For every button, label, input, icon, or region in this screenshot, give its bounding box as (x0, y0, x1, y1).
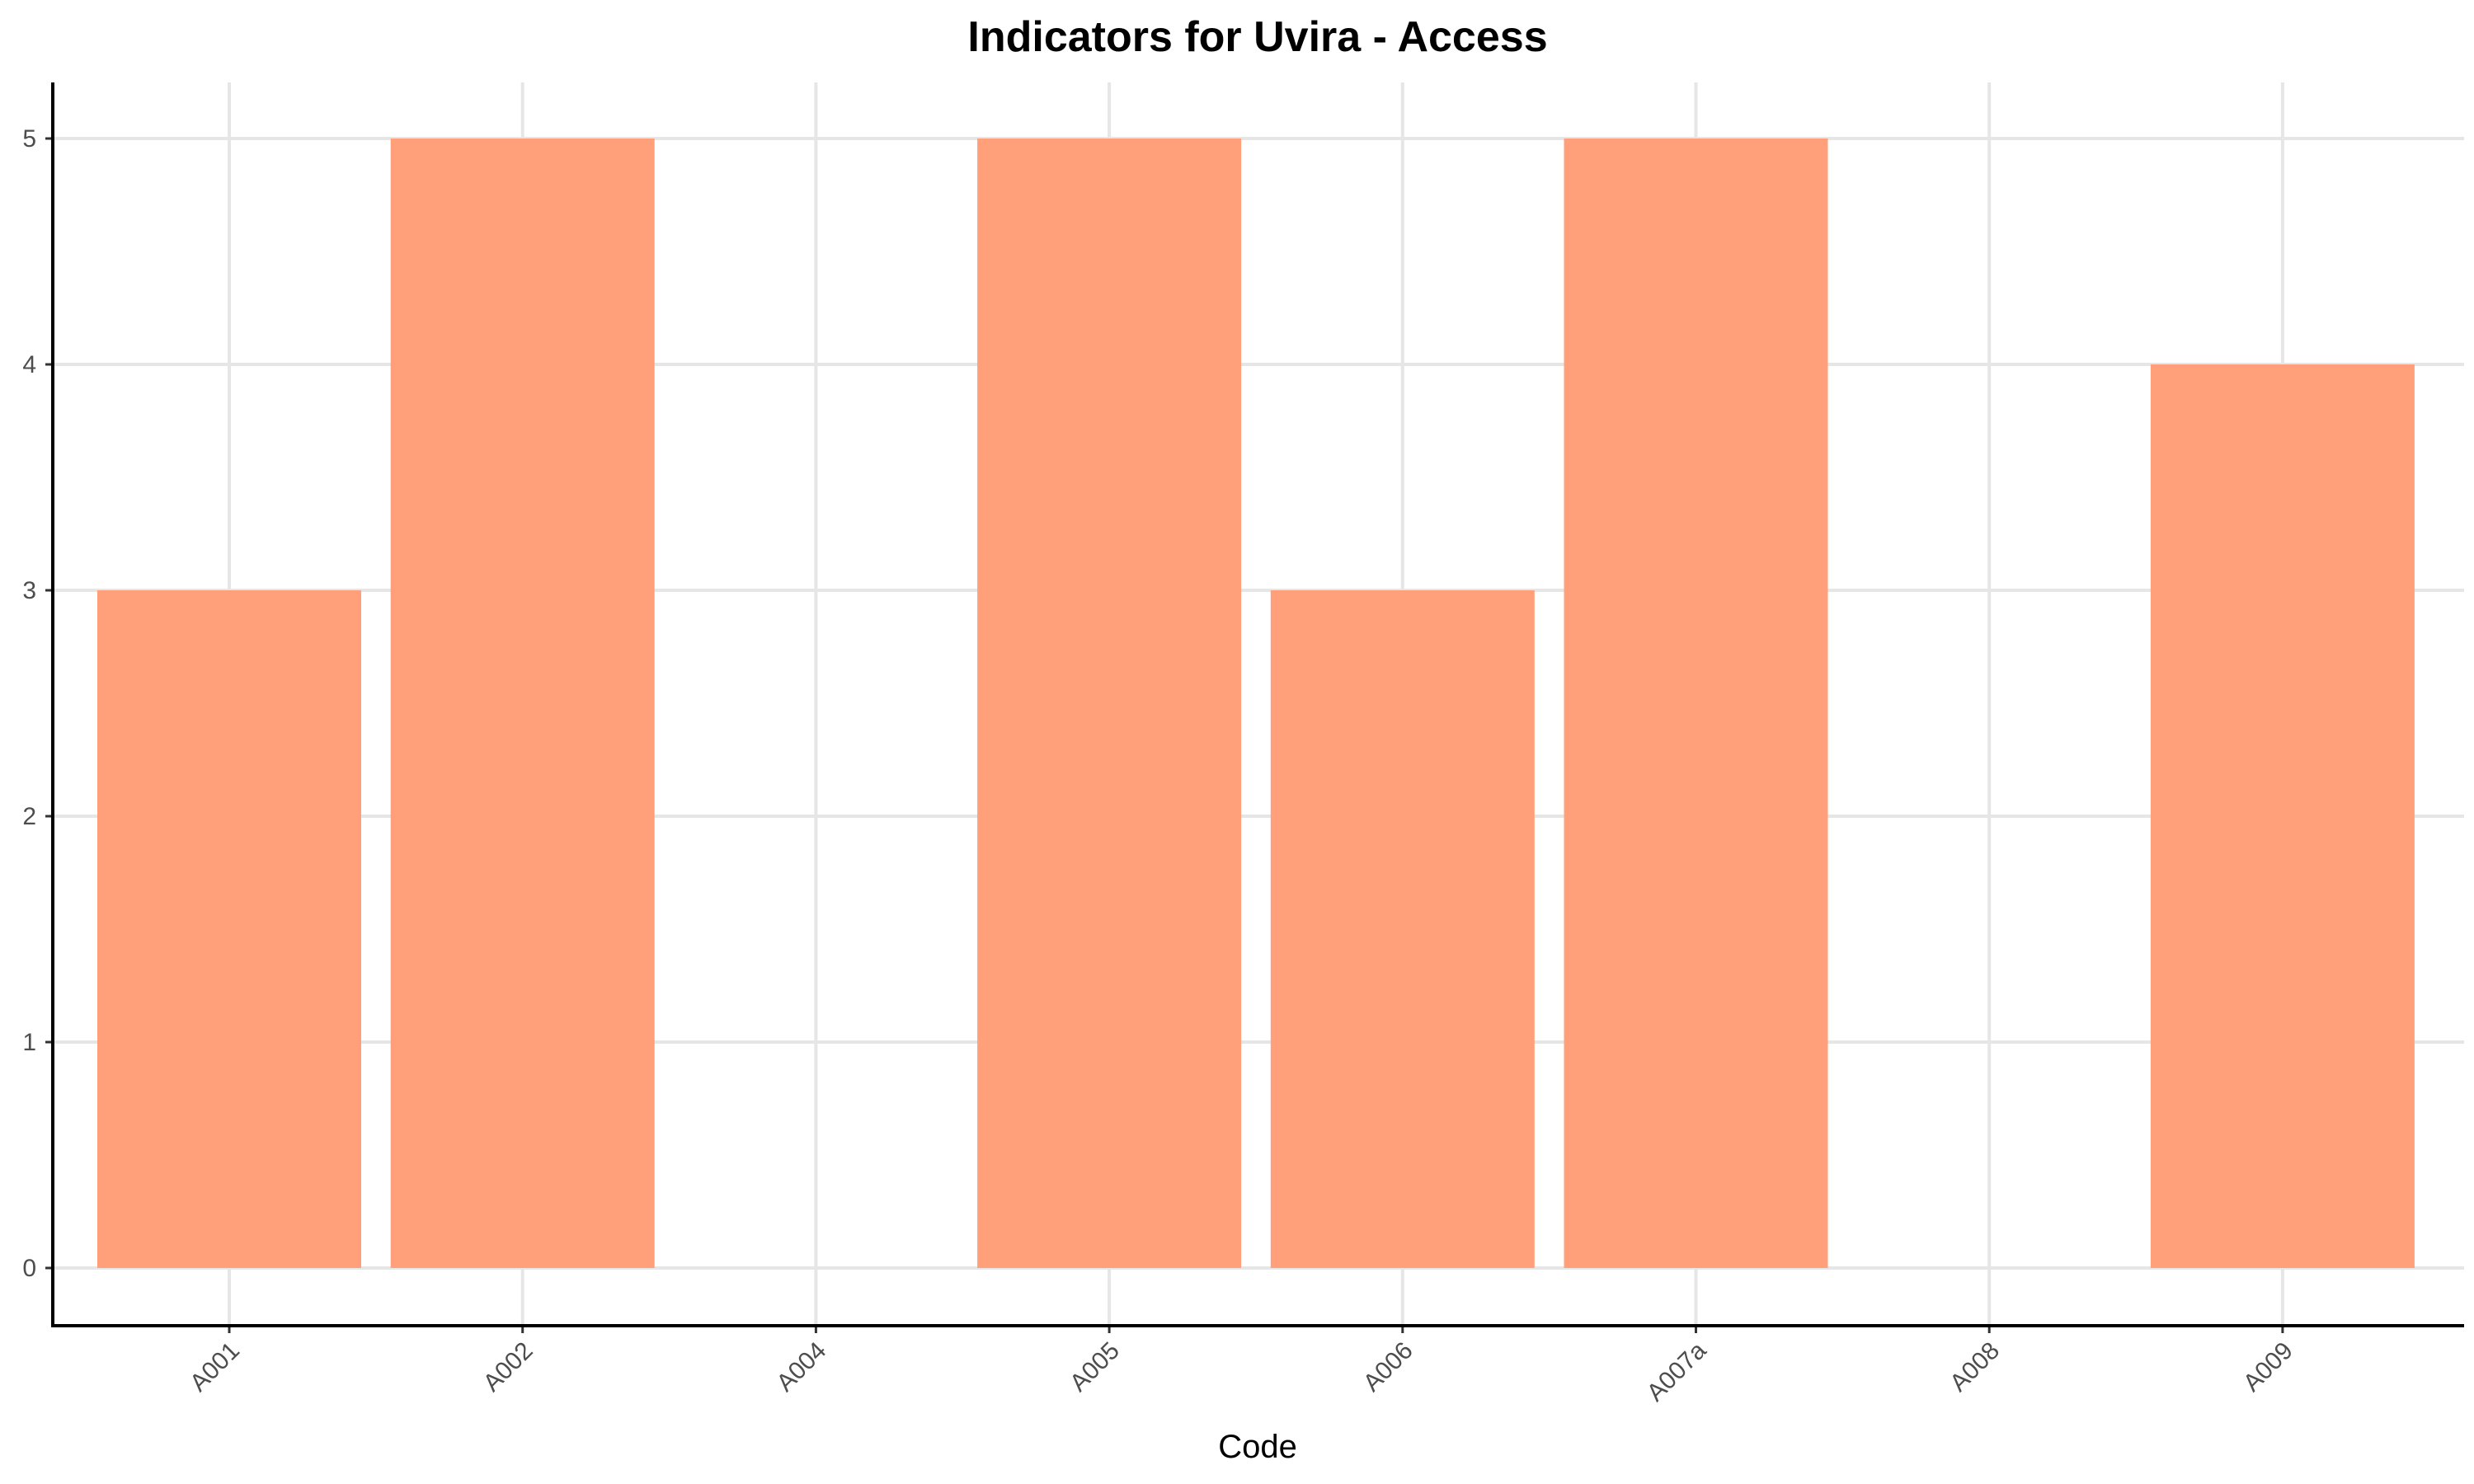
x-tick-label: A004 (771, 1337, 831, 1397)
x-tick-label: A001 (185, 1337, 245, 1397)
bar-a001 (97, 590, 361, 1268)
y-tick-label: 3 (22, 577, 36, 604)
bar-a005 (977, 139, 1242, 1268)
y-tick-label: 1 (22, 1029, 36, 1056)
x-tick-label: A007a (1642, 1336, 1712, 1407)
x-tick-label: A005 (1065, 1337, 1125, 1397)
x-tick-label: A009 (2238, 1337, 2298, 1397)
x-axis-title: Code (1218, 1429, 1297, 1465)
chart-title: Indicators for Uvira - Access (967, 13, 1547, 61)
bars (97, 139, 2415, 1268)
y-tick-label: 5 (22, 125, 36, 153)
bar-a006 (1270, 590, 1535, 1268)
bar-a002 (390, 139, 655, 1268)
y-tick-label: 2 (22, 803, 36, 830)
axes (45, 82, 2464, 1333)
x-tick-label: A006 (1358, 1337, 1418, 1397)
bar-a009 (2150, 364, 2415, 1268)
y-tick-label: 4 (22, 351, 36, 378)
x-tick-label: A008 (1945, 1337, 2005, 1397)
bar-a007a (1564, 139, 1828, 1268)
y-tick-label: 0 (22, 1255, 36, 1282)
x-tick-label: A002 (478, 1337, 539, 1397)
